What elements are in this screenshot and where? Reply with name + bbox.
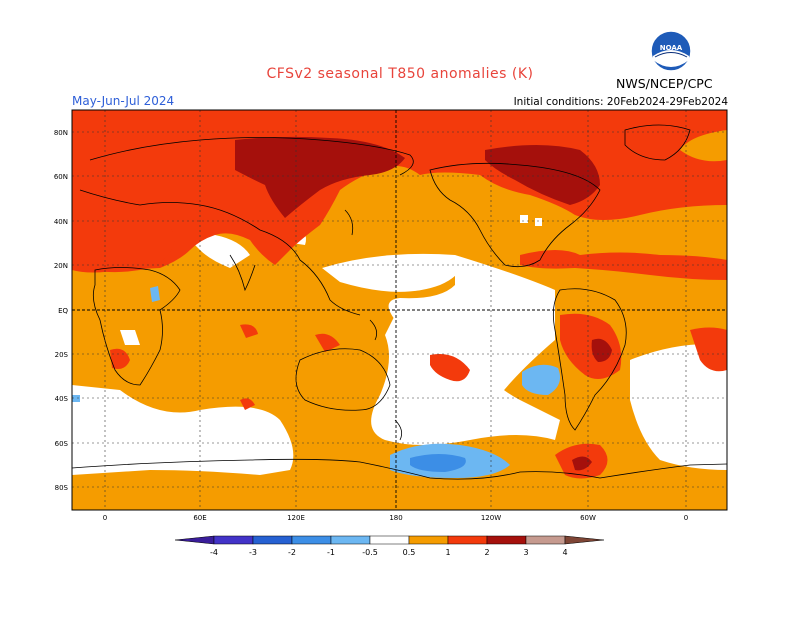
- lat-label: 40S: [55, 395, 69, 403]
- map-frame: [71, 109, 728, 511]
- logo-text: NOAA: [660, 44, 683, 52]
- colorbar-segment: [486, 535, 527, 545]
- lat-label: 60S: [55, 440, 69, 448]
- colorbar-label: 1: [445, 548, 450, 557]
- lat-label: 20N: [54, 262, 68, 270]
- lat-label: 80N: [54, 129, 68, 137]
- equator-dateline: [72, 110, 727, 510]
- lat-label: EQ: [58, 307, 68, 315]
- colorbar-segment: [252, 535, 293, 545]
- lon-label: 0: [103, 514, 107, 522]
- colorbar-segment: [408, 535, 449, 545]
- colorbar-segment: [330, 535, 371, 545]
- lon-label: 60W: [580, 514, 596, 522]
- longitude-labels: 0 60E 120E 180 120W 60W 0: [103, 514, 688, 522]
- initial-conditions: Initial conditions: 20Feb2024-29Feb2024: [513, 96, 728, 108]
- colorbar-segment: [213, 535, 254, 545]
- anomaly-2-3: [235, 136, 612, 471]
- colorbar-label: 4: [562, 548, 567, 557]
- lat-label: 80S: [55, 484, 69, 492]
- colorbar-segment: [447, 535, 488, 545]
- colorbar-label: 0.5: [403, 548, 416, 557]
- noaa-logo: NOAA: [650, 30, 692, 72]
- lon-label: 120E: [287, 514, 305, 522]
- lat-label: 60N: [54, 173, 68, 181]
- colorbar-segment: [525, 535, 566, 545]
- lon-label: 0: [684, 514, 688, 522]
- lat-label: 20S: [55, 351, 69, 359]
- colorbar-segment: [564, 535, 605, 545]
- colorbar-segment: [174, 535, 215, 545]
- agency-label: NWS/NCEP/CPC: [616, 76, 713, 91]
- colorbar-label: -0.5: [362, 548, 378, 557]
- latitude-labels: 80N 60N 40N 20N EQ 20S 40S 60S 80S: [54, 129, 69, 492]
- lon-label: 60E: [193, 514, 206, 522]
- colorbar-label: 2: [484, 548, 489, 557]
- anomaly-negative: [72, 286, 561, 478]
- colorbar-label: 3: [523, 548, 528, 557]
- colorbar-label: -2: [288, 548, 296, 557]
- lon-label: 120W: [481, 514, 501, 522]
- colorbar-segment: [369, 535, 410, 545]
- lat-label: 40N: [54, 218, 68, 226]
- colorbar-segment: [291, 535, 332, 545]
- forecast-period: May-Jun-Jul 2024: [72, 94, 175, 108]
- neutral-regions: [72, 215, 727, 475]
- map-title: CFSv2 seasonal T850 anomalies (K): [266, 66, 534, 82]
- lon-label: 180: [389, 514, 402, 522]
- colorbar-label: -1: [327, 548, 335, 557]
- colorbar-label: -3: [249, 548, 257, 557]
- coastlines: [72, 124, 727, 480]
- map-area: [72, 110, 727, 510]
- colorbar: -4 -3 -2 -1 -0.5 0.5 1 2 3 4: [174, 535, 605, 557]
- colorbar-label: -4: [210, 548, 218, 557]
